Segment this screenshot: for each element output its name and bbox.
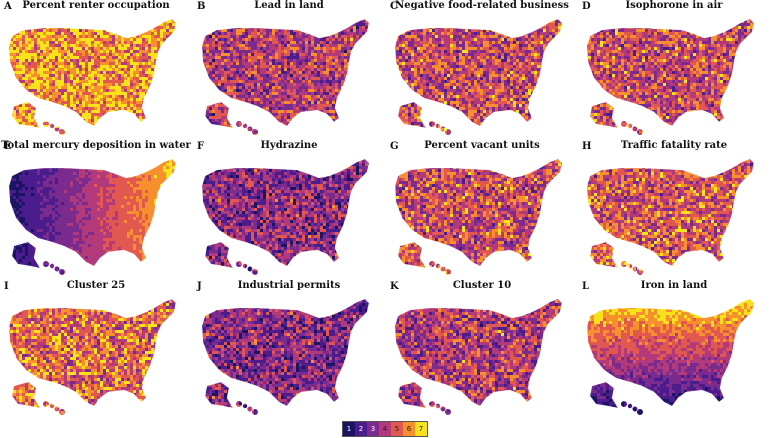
panel-title: Total mercury deposition in water (0, 140, 192, 151)
panel-letter: E (4, 141, 12, 152)
legend-swatch: 1 (343, 422, 355, 436)
panel-title: Industrial permits (193, 280, 385, 291)
panel-title: Iron in land (578, 280, 770, 291)
panel-letter: G (390, 141, 399, 152)
panel-h: H Traffic fatality rate (578, 140, 770, 280)
panel-letter: K (390, 281, 399, 292)
panel-k: K Cluster 10 (386, 280, 578, 420)
us-county-map (394, 18, 563, 135)
panel-e: E Total mercury deposition in water (0, 140, 192, 280)
panel-letter: I (4, 281, 9, 292)
legend-swatch: 5 (391, 422, 403, 436)
panel-a: A Percent renter occupation (0, 0, 192, 140)
panel-letter: L (582, 281, 589, 292)
panel-letter: B (197, 1, 205, 12)
legend-swatch: 6 (403, 422, 415, 436)
panel-title: Cluster 10 (386, 280, 578, 291)
us-county-map (8, 18, 177, 135)
panel-j: J Industrial permits (193, 280, 385, 420)
map-grid: A Percent renter occupation B Lead in la… (0, 0, 770, 420)
panel-title: Hydrazine (193, 140, 385, 151)
legend-swatch: 4 (379, 422, 391, 436)
color-legend: 1 2 3 4 5 6 7 (342, 421, 428, 437)
panel-title: Percent renter occupation (0, 0, 192, 11)
panel-title: Traffic fatality rate (578, 140, 770, 151)
panel-g: G Percent vacant units (386, 140, 578, 280)
panel-title: Cluster 25 (0, 280, 192, 291)
us-county-map (586, 298, 755, 415)
legend-swatch: 3 (367, 422, 379, 436)
us-county-map (8, 298, 177, 415)
panel-letter: D (582, 1, 591, 12)
panel-letter: A (4, 1, 12, 12)
panel-i: I Cluster 25 (0, 280, 192, 420)
us-county-map (394, 158, 563, 275)
legend-swatch: 2 (355, 422, 367, 436)
us-county-map (201, 298, 370, 415)
us-county-map (586, 158, 755, 275)
panel-letter: F (197, 141, 204, 152)
panel-letter: C (390, 1, 398, 12)
us-county-map (8, 158, 177, 275)
panel-letter: H (582, 141, 591, 152)
panel-letter: J (197, 281, 202, 292)
us-county-map (394, 298, 563, 415)
panel-l: L Iron in land (578, 280, 770, 420)
panel-c: C Negative food-related business (386, 0, 578, 140)
us-county-map (201, 18, 370, 135)
panel-title: Isophorone in air (578, 0, 770, 11)
panel-f: F Hydrazine (193, 140, 385, 280)
panel-title: Negative food-related business (386, 0, 578, 11)
us-county-map (586, 18, 755, 135)
panel-title: Percent vacant units (386, 140, 578, 151)
us-county-map (201, 158, 370, 275)
panel-b: B Lead in land (193, 0, 385, 140)
panel-title: Lead in land (193, 0, 385, 11)
legend-swatch: 7 (415, 422, 427, 436)
panel-d: D Isophorone in air (578, 0, 770, 140)
